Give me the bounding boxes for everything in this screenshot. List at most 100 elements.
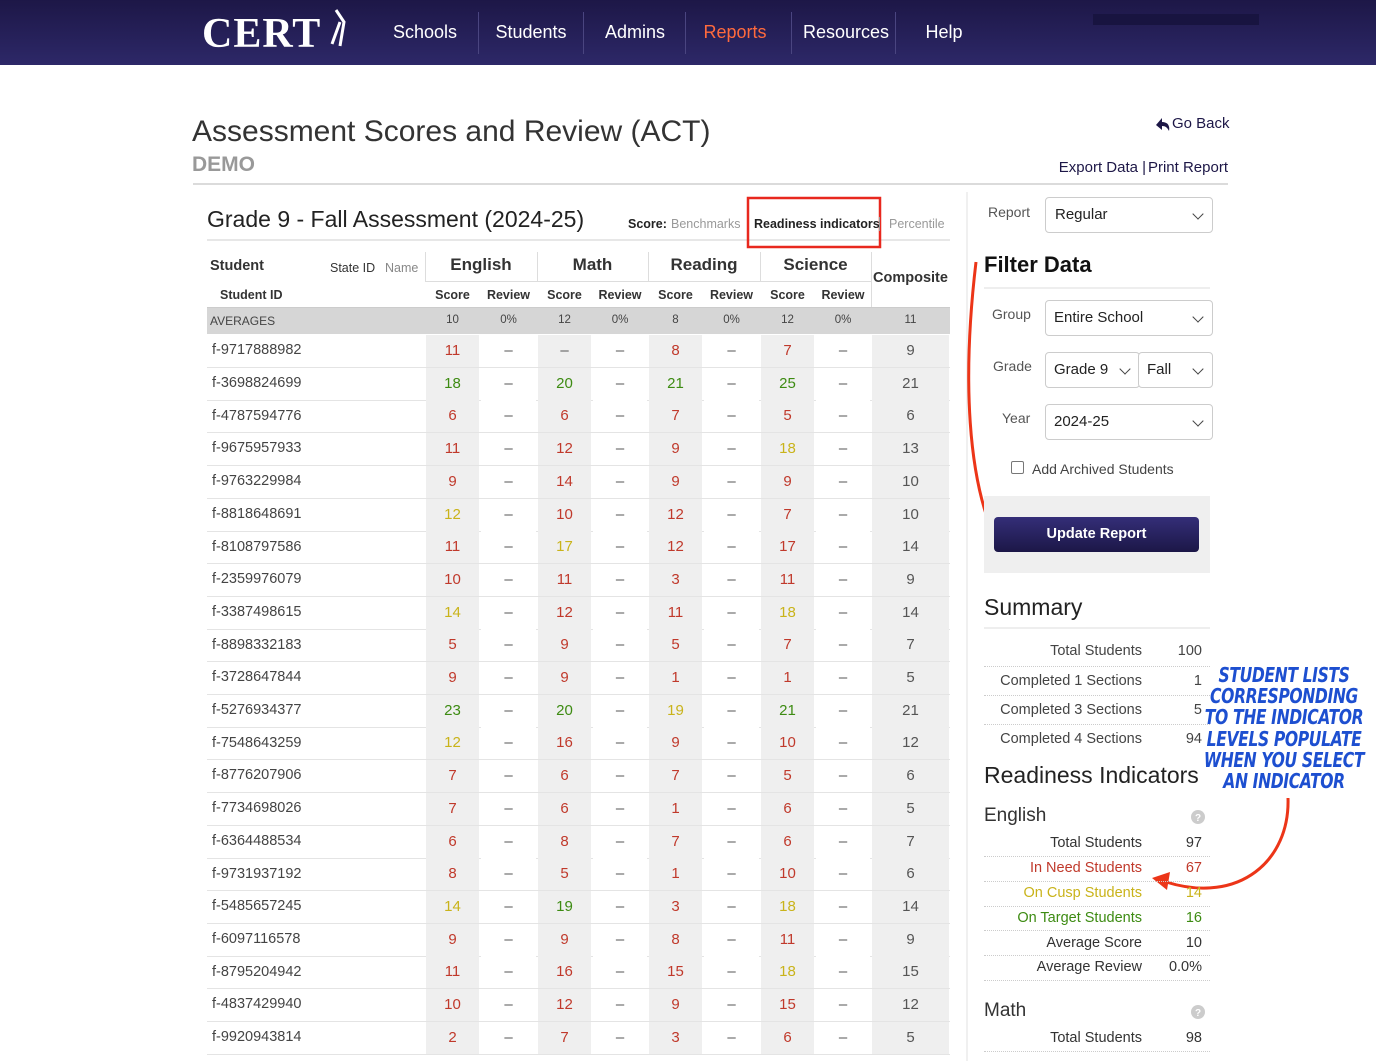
composite-cell: 21 — [902, 701, 919, 719]
student-id[interactable]: f-8776207906 — [212, 767, 302, 784]
select[interactable] — [1138, 352, 1213, 388]
annotation-text: LEVELS POPULATE — [1206, 726, 1362, 751]
logo[interactable]: CERT — [202, 10, 322, 57]
cell-bg — [761, 662, 814, 694]
indicator-label[interactable]: In Need Students — [1029, 860, 1142, 877]
student-id[interactable]: f-4837429940 — [212, 996, 302, 1013]
student-id[interactable]: f-5485657245 — [212, 898, 302, 915]
cell-bg — [704, 662, 759, 694]
score-cell: 11 — [556, 570, 573, 588]
nav-item[interactable]: Schools — [392, 22, 458, 43]
review-cell: – — [838, 374, 848, 392]
cell-bg — [649, 760, 702, 793]
score-option[interactable]: Readiness indicators — [754, 216, 880, 231]
review-cell: – — [838, 865, 848, 883]
score-option[interactable]: Benchmarks — [671, 216, 741, 231]
score-cell: 6 — [783, 832, 792, 850]
indicator-label: Average Score — [1046, 934, 1142, 951]
student-id[interactable]: f-9920943814 — [212, 1029, 302, 1045]
student-id[interactable]: f-9763229984 — [212, 473, 302, 490]
cell-bg — [872, 400, 949, 433]
subject-header: Science — [783, 254, 848, 274]
select[interactable] — [1045, 352, 1140, 388]
score-cell: 12 — [556, 996, 573, 1013]
score-cell: 11 — [444, 342, 461, 359]
score-cell: 11 — [667, 603, 684, 621]
cell-bg — [761, 858, 814, 891]
student-id[interactable]: f-3387498615 — [212, 603, 302, 620]
cell-bg — [426, 858, 479, 891]
score-cell: 21 — [779, 701, 796, 719]
export-link[interactable]: Export Data — [1058, 159, 1138, 176]
student-id[interactable]: f-6097116578 — [212, 930, 301, 947]
user-menu[interactable] — [1093, 14, 1259, 25]
help-icon[interactable] — [1191, 810, 1205, 824]
update-button[interactable] — [994, 517, 1199, 552]
nav-item[interactable]: Students — [495, 22, 567, 43]
cell-bg — [649, 890, 702, 923]
student-id[interactable]: f-8818648691 — [212, 505, 302, 522]
student-id[interactable]: f-9675957933 — [212, 440, 302, 457]
cell-bg — [704, 792, 759, 825]
cell-bg — [649, 825, 702, 858]
review-cell: – — [838, 767, 848, 785]
student-id[interactable]: f-9717888982 — [212, 342, 302, 359]
review-cell: – — [727, 767, 736, 785]
score-cell: 18 — [444, 374, 461, 392]
student-id[interactable]: f-4787594776 — [212, 407, 302, 424]
go-back[interactable]: Go Back — [1172, 115, 1230, 132]
cell-bg — [704, 563, 759, 596]
nav-item[interactable]: Admins — [604, 22, 666, 43]
help-icon[interactable] — [1191, 1005, 1205, 1019]
cell-bg — [872, 760, 949, 793]
student-id[interactable]: f-5276934377 — [212, 702, 302, 718]
student-id[interactable]: f-8898332183 — [212, 636, 302, 653]
student-id[interactable]: f-3728647844 — [212, 669, 302, 686]
cell-bg — [761, 531, 814, 564]
cell-bg — [872, 563, 949, 596]
indicator-label[interactable]: On Target Students — [1017, 909, 1142, 926]
score-cell: 12 — [556, 440, 573, 458]
score-cell: 7 — [671, 832, 680, 850]
student-id[interactable]: f-2359976079 — [212, 571, 302, 588]
score-cell: 10 — [779, 865, 796, 883]
review-cell: – — [727, 636, 736, 654]
score-cell: 10 — [444, 570, 461, 588]
indicator-label[interactable]: On Cusp Students — [1023, 884, 1143, 901]
column-header: Student ID — [220, 287, 283, 302]
student-id[interactable]: f-8795204942 — [212, 963, 302, 980]
review-cell: – — [838, 636, 848, 654]
nav-item[interactable]: Resources — [802, 22, 890, 43]
indicator-value: 98 — [1185, 1030, 1202, 1047]
print-link[interactable]: Print Report — [1147, 159, 1228, 176]
score-option[interactable]: Percentile — [889, 216, 945, 231]
nav-item[interactable]: Reports — [703, 22, 767, 43]
student-id[interactable]: f-7734698026 — [212, 800, 302, 817]
student-id[interactable]: f-6364488534 — [212, 832, 302, 849]
indicator-value: 0.0% — [1168, 959, 1202, 976]
cell-bg — [481, 989, 536, 1021]
checkbox[interactable] — [1011, 461, 1024, 474]
cell-bg — [538, 662, 591, 694]
checkbox-label[interactable]: Add Archived Students — [1032, 460, 1174, 477]
cell-bg — [481, 792, 536, 825]
indicator-label: Total Students — [1050, 835, 1142, 852]
nav-item[interactable]: Help — [925, 22, 963, 43]
student-id[interactable]: f-9731937192 — [212, 865, 302, 882]
select[interactable] — [1045, 300, 1213, 336]
student-id[interactable]: f-3698824699 — [212, 375, 302, 391]
score-cell: 17 — [779, 538, 796, 556]
row-rule — [207, 792, 950, 794]
select[interactable] — [1045, 197, 1213, 233]
select[interactable] — [1045, 404, 1213, 440]
cell-bg — [538, 858, 591, 891]
score-cell: 6 — [448, 832, 457, 850]
cell-bg — [816, 989, 870, 1021]
student-id[interactable]: f-8108797586 — [212, 538, 302, 555]
cell-bg — [426, 433, 479, 466]
review-cell: – — [727, 865, 736, 883]
cell-bg — [426, 956, 479, 989]
student-id[interactable]: f-7548643259 — [212, 734, 302, 751]
cell-bg — [649, 498, 702, 531]
cell-bg — [872, 989, 949, 1021]
